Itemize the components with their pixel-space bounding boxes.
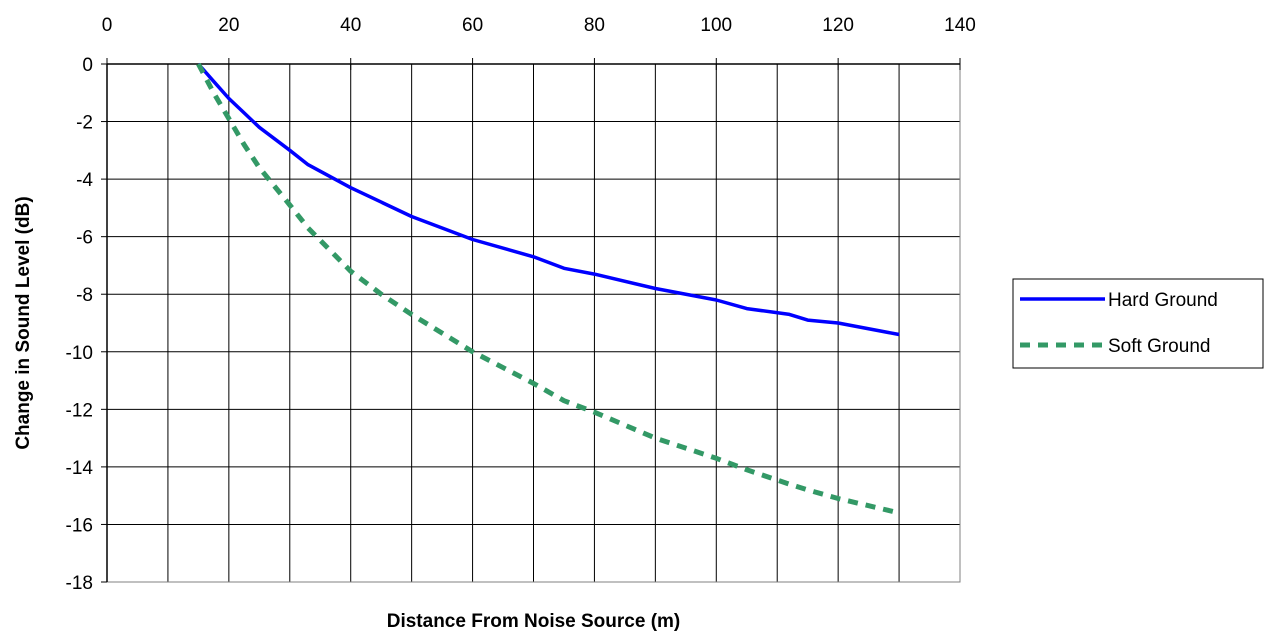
x-tick-label: 40 bbox=[340, 15, 361, 36]
y-tick-label: 0 bbox=[82, 55, 93, 76]
y-tick-label: -18 bbox=[66, 573, 93, 594]
y-tick-label: -6 bbox=[76, 228, 93, 249]
y-tick-label: -4 bbox=[76, 170, 93, 191]
legend-box bbox=[1012, 278, 1264, 369]
legend-label-hard-ground: Hard Ground bbox=[1108, 290, 1218, 311]
x-tick-label: 120 bbox=[822, 15, 854, 36]
y-tick-label: -2 bbox=[76, 113, 93, 134]
legend: Hard Ground Soft Ground bbox=[1012, 278, 1264, 369]
series-line-soft-ground bbox=[196, 62, 900, 516]
y-tick-label: -16 bbox=[66, 515, 93, 536]
series-lines bbox=[196, 62, 900, 516]
x-tick-label: 140 bbox=[944, 15, 976, 36]
x-tick-label: 80 bbox=[584, 15, 605, 36]
axes: 0 20 40 60 80 100 120 140 0 -2 -4 -6 -8 -10 -12 -14 -16 -… bbox=[66, 15, 976, 594]
y-tick-label: -14 bbox=[66, 458, 94, 479]
x-tick-label: 20 bbox=[218, 15, 239, 36]
series-line-hard-ground bbox=[197, 62, 900, 337]
y-tick-label: -8 bbox=[76, 285, 93, 306]
y-tick-label: -10 bbox=[66, 343, 93, 364]
x-tick-label: 100 bbox=[700, 15, 732, 36]
legend-label-soft-ground: Soft Ground bbox=[1108, 336, 1210, 357]
x-tick-label: 60 bbox=[462, 15, 483, 36]
y-axis-title: Change in Sound Level (dB) bbox=[13, 196, 34, 449]
x-tick-label: 0 bbox=[102, 15, 113, 36]
x-axis-title: Distance From Noise Source (m) bbox=[387, 611, 681, 632]
y-tick-label: -12 bbox=[66, 400, 93, 421]
